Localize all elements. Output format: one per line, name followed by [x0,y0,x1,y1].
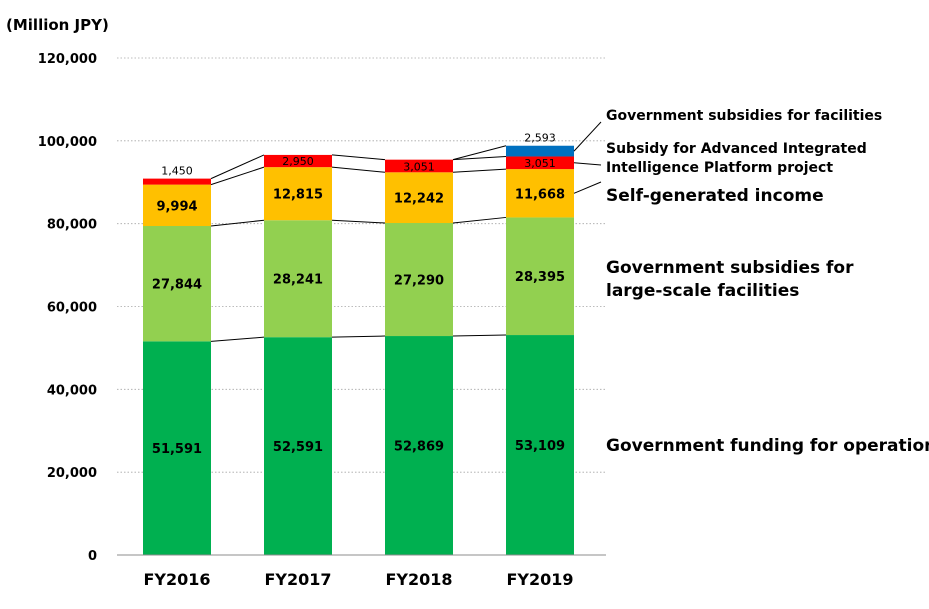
y-tick-label: 120,000 [38,52,97,67]
series-connector-line [452,216,507,224]
bar-segment [264,167,332,221]
series-connector-line [452,155,507,161]
bar-segment [385,336,453,555]
data-label: 51,591 [152,442,202,457]
legend-label: Self-generated income [606,186,824,206]
legend-label: Government funding for operations [606,436,929,456]
data-label: 3,051 [524,157,556,170]
legend: Government subsidies for facilities Subsi… [573,108,929,456]
legend-leader-line [573,181,602,194]
bar-segment [506,169,574,218]
bar-segment [506,156,574,170]
series-connector-lines [210,145,507,342]
y-tick-label: 20,000 [47,466,97,481]
y-tick-label: 80,000 [47,218,97,233]
y-tick-label: 100,000 [38,135,97,150]
legend-label: Subsidy for Advanced Integrated [606,141,867,157]
y-tick-label: 0 [88,549,97,564]
data-label: 1,450 [161,165,193,178]
bar-segment [385,172,453,224]
series-connector-line [331,154,386,161]
y-axis-unit-label: (Million JPY) [6,16,109,34]
legend-label: Government subsidies for [606,258,854,278]
data-labels: 51,591 52,591 52,869 53,109 27,844 28,241 27,2… [152,132,565,457]
bar-segment [143,184,211,227]
bar-segment [143,341,211,555]
legend-leader-line [573,121,602,152]
data-label: 2,950 [282,155,314,168]
data-label: 52,591 [273,440,323,455]
data-label: 53,109 [515,439,565,454]
legend-label: large-scale facilities [606,281,799,301]
bar-segment [143,178,211,185]
bar-segment [264,154,332,168]
legend-label: Intelligence Platform project [606,160,833,176]
data-label: 28,395 [515,270,565,285]
series-connector-line [331,166,386,173]
data-label: 9,994 [156,199,197,214]
y-tick-label: 60,000 [47,301,97,316]
series-connector-line [452,334,507,337]
data-label: 12,242 [394,192,444,207]
legend-label: Government subsidies for facilities [606,108,882,124]
x-tick-label: FY2017 [264,570,331,589]
x-tick-label: FY2018 [385,570,452,589]
series-connector-line [331,335,386,338]
series-connector-line [452,168,507,173]
data-label: 52,869 [394,440,444,455]
y-axis-ticks: 0 20,000 40,000 60,000 80,000 100,000 120,000 [38,52,97,564]
bars [143,145,574,555]
y-tick-label: 40,000 [47,383,97,398]
data-label: 28,241 [273,273,323,288]
data-label: 3,051 [403,160,435,173]
bar-segment [143,226,211,342]
data-label: 12,815 [273,188,323,203]
x-tick-label: FY2016 [143,570,210,589]
bar-segment [385,159,453,173]
data-label: 27,290 [394,274,444,289]
data-label: 11,668 [515,187,565,202]
data-label: 27,844 [152,278,202,293]
series-connector-line [210,336,265,342]
legend-leader-line [573,162,602,166]
bar-segment [264,337,332,555]
bar-segment [506,217,574,336]
series-connector-line [210,154,265,180]
series-connector-line [331,219,386,224]
series-connector-line [452,145,507,161]
bar-segment [506,145,574,157]
data-label: 2,593 [524,132,556,145]
bar-segment [264,220,332,338]
series-connector-line [210,166,265,186]
bar-segment [506,335,574,555]
x-tick-label: FY2019 [506,570,573,589]
x-axis-ticks: FY2016 FY2017 FY2018 FY2019 [143,570,573,589]
series-connector-line [210,219,265,227]
bar-segment [385,223,453,337]
